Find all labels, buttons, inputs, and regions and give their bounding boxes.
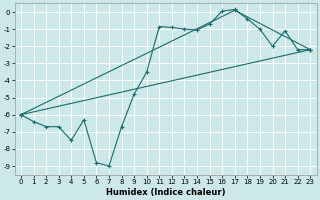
X-axis label: Humidex (Indice chaleur): Humidex (Indice chaleur) <box>106 188 225 197</box>
